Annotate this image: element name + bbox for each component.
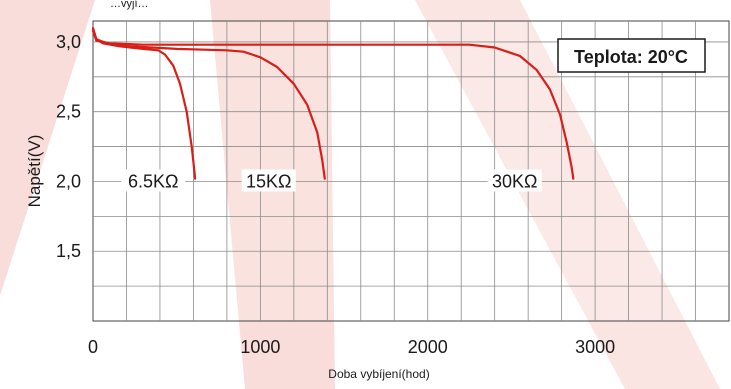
y-tick-label: 1,5 xyxy=(56,241,81,261)
series-label: 6.5KΩ xyxy=(128,171,178,191)
x-tick-label: 1000 xyxy=(240,337,280,357)
series-line-65k xyxy=(91,26,197,180)
x-tick-label: 0 xyxy=(88,337,98,357)
x-tick-label: 2000 xyxy=(408,337,448,357)
series-line-30k xyxy=(91,29,575,180)
watermark-band-right xyxy=(415,0,720,389)
x-tick-label: 3000 xyxy=(575,337,615,357)
temperature-annotation-text: Teplota: 20°C xyxy=(574,47,688,67)
watermark-band-left xyxy=(0,0,95,389)
series-label: 30KΩ xyxy=(492,171,537,191)
y-tick-labels: 1,5 2,0 2,5 3,0 xyxy=(56,32,81,261)
top-caption: …vyjí… xyxy=(110,0,149,10)
y-tick-label: 2,0 xyxy=(56,171,81,191)
watermark-band-center xyxy=(210,0,335,389)
y-axis-title: Napětí(V) xyxy=(25,135,44,208)
x-axis-title: Doba vybíjení(hod) xyxy=(328,367,429,381)
series-label-background xyxy=(487,169,542,192)
discharge-curves xyxy=(91,26,575,180)
x-tick-labels: 0 1000 2000 3000 xyxy=(88,337,615,357)
y-tick-label: 2,5 xyxy=(56,102,81,122)
series-labels: 6.5KΩ 15KΩ 30KΩ xyxy=(121,169,542,192)
y-tick-label: 3,0 xyxy=(56,32,81,52)
series-label: 15KΩ xyxy=(246,171,291,191)
series-label-background xyxy=(241,169,296,192)
temperature-annotation-box xyxy=(557,38,706,73)
temperature-annotation: Teplota: 20°C xyxy=(557,38,706,73)
series-label-background xyxy=(121,169,186,192)
